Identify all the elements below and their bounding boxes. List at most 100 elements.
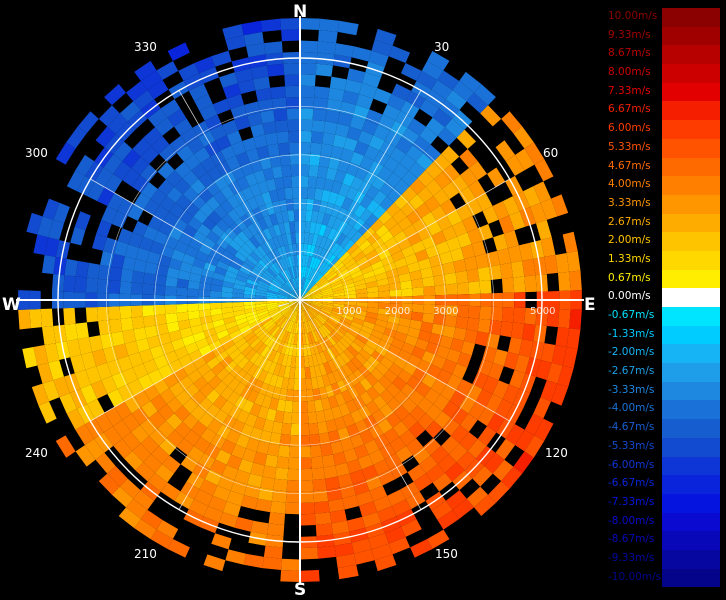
- velocity-cell: [337, 268, 349, 278]
- velocity-cell: [477, 407, 496, 427]
- velocity-cell: [433, 188, 450, 206]
- velocity-cell: [437, 127, 457, 146]
- velocity-cell: [314, 188, 324, 201]
- velocity-cell: [300, 491, 315, 504]
- velocity-cell: [353, 251, 366, 263]
- velocity-cell: [231, 333, 244, 345]
- velocity-cell: [267, 361, 277, 375]
- velocity-cell: [243, 258, 256, 269]
- velocity-cell: [308, 422, 319, 436]
- velocity-cell: [290, 278, 297, 290]
- velocity-cell: [265, 384, 276, 398]
- velocity-cell: [267, 305, 279, 311]
- velocity-cell: [74, 211, 91, 231]
- velocity-cell: [346, 458, 362, 474]
- velocity-cell: [158, 437, 177, 456]
- legend-swatch: [662, 120, 720, 139]
- velocity-cell: [42, 198, 60, 220]
- velocity-cell: [156, 520, 179, 540]
- velocity-cell: [302, 277, 307, 290]
- velocity-cell: [359, 83, 378, 99]
- velocity-cell: [241, 243, 253, 255]
- velocity-cell: [178, 232, 193, 246]
- velocity-cell: [271, 279, 283, 288]
- velocity-cell: [187, 280, 201, 290]
- velocity-cell: [226, 490, 245, 507]
- velocity-cell: [134, 60, 157, 81]
- velocity-cell: [135, 462, 155, 482]
- range-tick-label: 1000: [336, 306, 361, 317]
- velocity-cell: [300, 378, 307, 391]
- velocity-cell: [220, 355, 233, 368]
- velocity-cell: [227, 208, 241, 223]
- velocity-cell: [119, 478, 141, 499]
- velocity-cell: [325, 419, 338, 433]
- velocity-cell: [357, 454, 374, 470]
- velocity-cell: [304, 309, 311, 321]
- velocity-cell: [511, 322, 525, 340]
- velocity-cell: [346, 262, 359, 272]
- velocity-cell: [264, 269, 275, 280]
- velocity-cell: [383, 216, 398, 231]
- velocity-cell: [434, 284, 447, 296]
- velocity-cell: [309, 319, 316, 331]
- velocity-cell: [164, 304, 177, 315]
- velocity-cell: [193, 376, 208, 391]
- velocity-cell: [401, 398, 418, 414]
- velocity-cell: [300, 119, 313, 132]
- velocity-cell: [289, 153, 300, 165]
- velocity-cell: [477, 359, 494, 377]
- velocity-cell: [212, 272, 225, 281]
- velocity-cell: [401, 245, 416, 258]
- velocity-cell: [143, 127, 163, 146]
- velocity-cell: [225, 344, 238, 356]
- velocity-cell: [269, 213, 279, 226]
- velocity-cell: [262, 556, 282, 571]
- velocity-cell: [244, 286, 257, 293]
- velocity-cell: [168, 226, 183, 241]
- velocity-cell: [216, 218, 230, 233]
- legend-swatch: [662, 568, 720, 588]
- velocity-cell: [282, 306, 292, 316]
- velocity-cell: [266, 302, 278, 306]
- velocity-cell: [412, 287, 425, 297]
- velocity-cell: [300, 570, 320, 582]
- velocity-cell: [323, 322, 334, 333]
- velocity-cell: [362, 320, 376, 330]
- velocity-cell: [350, 321, 363, 330]
- velocity-cell: [184, 383, 200, 399]
- velocity-cell: [305, 378, 313, 391]
- velocity-cell: [143, 359, 159, 375]
- velocity-cell: [208, 339, 222, 351]
- velocity-cell: [346, 162, 360, 177]
- velocity-cell: [300, 153, 311, 165]
- velocity-cell: [417, 413, 435, 430]
- velocity-cell: [501, 111, 523, 134]
- velocity-cell: [246, 334, 259, 346]
- velocity-cell: [97, 187, 115, 207]
- velocity-cell: [215, 135, 232, 151]
- velocity-cell: [278, 329, 287, 342]
- legend-row: -4.00m/s: [604, 400, 722, 420]
- velocity-cell: [250, 65, 269, 80]
- velocity-cell: [309, 434, 321, 447]
- velocity-cell: [214, 324, 227, 334]
- velocity-cell: [307, 355, 315, 368]
- velocity-cell: [310, 303, 322, 309]
- velocity-cell: [409, 269, 423, 281]
- velocity-cell: [513, 451, 534, 474]
- velocity-cell: [321, 305, 333, 311]
- velocity-cell: [247, 473, 263, 488]
- velocity-cell: [452, 220, 468, 237]
- velocity-cell: [333, 295, 346, 299]
- legend-label: -4.67m/s: [608, 421, 655, 434]
- velocity-cell: [288, 267, 294, 279]
- velocity-cell: [404, 334, 419, 347]
- velocity-cell: [368, 135, 385, 151]
- velocity-cell: [133, 327, 147, 341]
- velocity-cell: [260, 345, 271, 358]
- velocity-cell: [261, 395, 273, 409]
- velocity-cell: [197, 363, 212, 377]
- velocity-cell: [378, 375, 393, 390]
- velocity-cell: [302, 333, 307, 346]
